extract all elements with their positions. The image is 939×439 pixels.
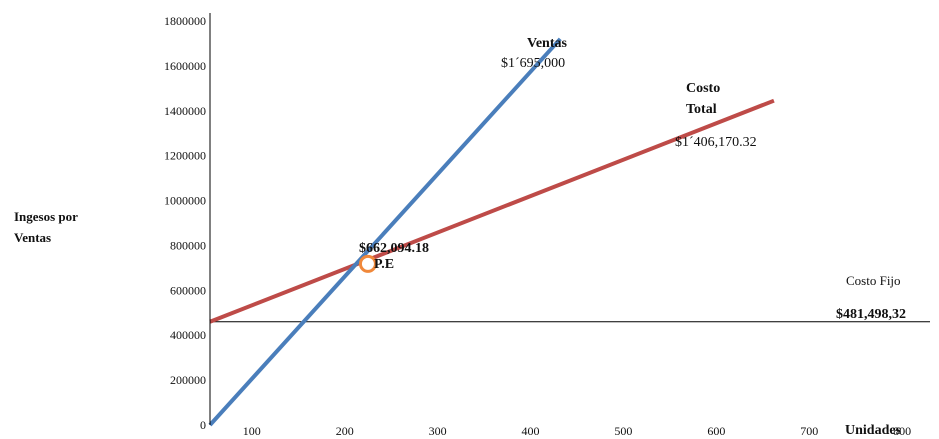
y-tick-label: 1600000	[164, 59, 206, 73]
costo-total-label-line1: Costo	[686, 81, 720, 96]
series-line-costo-total	[209, 98, 775, 324]
x-tick-label: 600	[707, 424, 725, 438]
x-tick-label: 400	[522, 424, 540, 438]
break-even-label: P.E	[374, 257, 394, 272]
costo-total-value-label: $1´406,170.32	[675, 135, 757, 150]
x-axis-title: Unidades	[845, 423, 902, 438]
y-axis-title-line2: Ventas	[14, 230, 51, 245]
costo-total-label-line2: Total	[686, 102, 717, 117]
y-tick-label: 1800000	[164, 14, 206, 28]
x-tick-label: 500	[614, 424, 632, 438]
x-tick-label: 300	[429, 424, 447, 438]
y-tick-label: 1000000	[164, 194, 206, 208]
x-tick-label: 200	[336, 424, 354, 438]
costo-fijo-label: Costo Fijo	[846, 273, 901, 288]
y-tick-label: 200000	[170, 373, 206, 387]
series-lines	[208, 37, 930, 427]
y-axis-ticks: 0 200000 400000 600000 800000 1000000 1200000 1…	[164, 14, 206, 432]
break-even-value-label: $662,094.18	[359, 241, 429, 256]
break-even-marker	[358, 254, 377, 273]
y-tick-label: 600000	[170, 283, 206, 297]
costo-fijo-value-label: $481,498,32	[836, 307, 906, 322]
series-line-ventas	[208, 37, 562, 427]
y-tick-label: 800000	[170, 238, 206, 252]
y-tick-label: 1400000	[164, 104, 206, 118]
x-tick-label: 800	[893, 424, 911, 438]
x-axis-ticks: 100 200 300 400 500 600 700 800	[243, 424, 911, 438]
y-tick-label: 1200000	[164, 149, 206, 163]
x-tick-label: 700	[800, 424, 818, 438]
ventas-value-label: $1´695,000	[501, 56, 565, 71]
y-axis-title-line1: Ingesos por	[14, 209, 78, 224]
x-tick-label: 100	[243, 424, 261, 438]
ventas-label: Ventas	[527, 36, 567, 51]
y-tick-label: 0	[200, 418, 206, 432]
y-tick-label: 400000	[170, 328, 206, 342]
